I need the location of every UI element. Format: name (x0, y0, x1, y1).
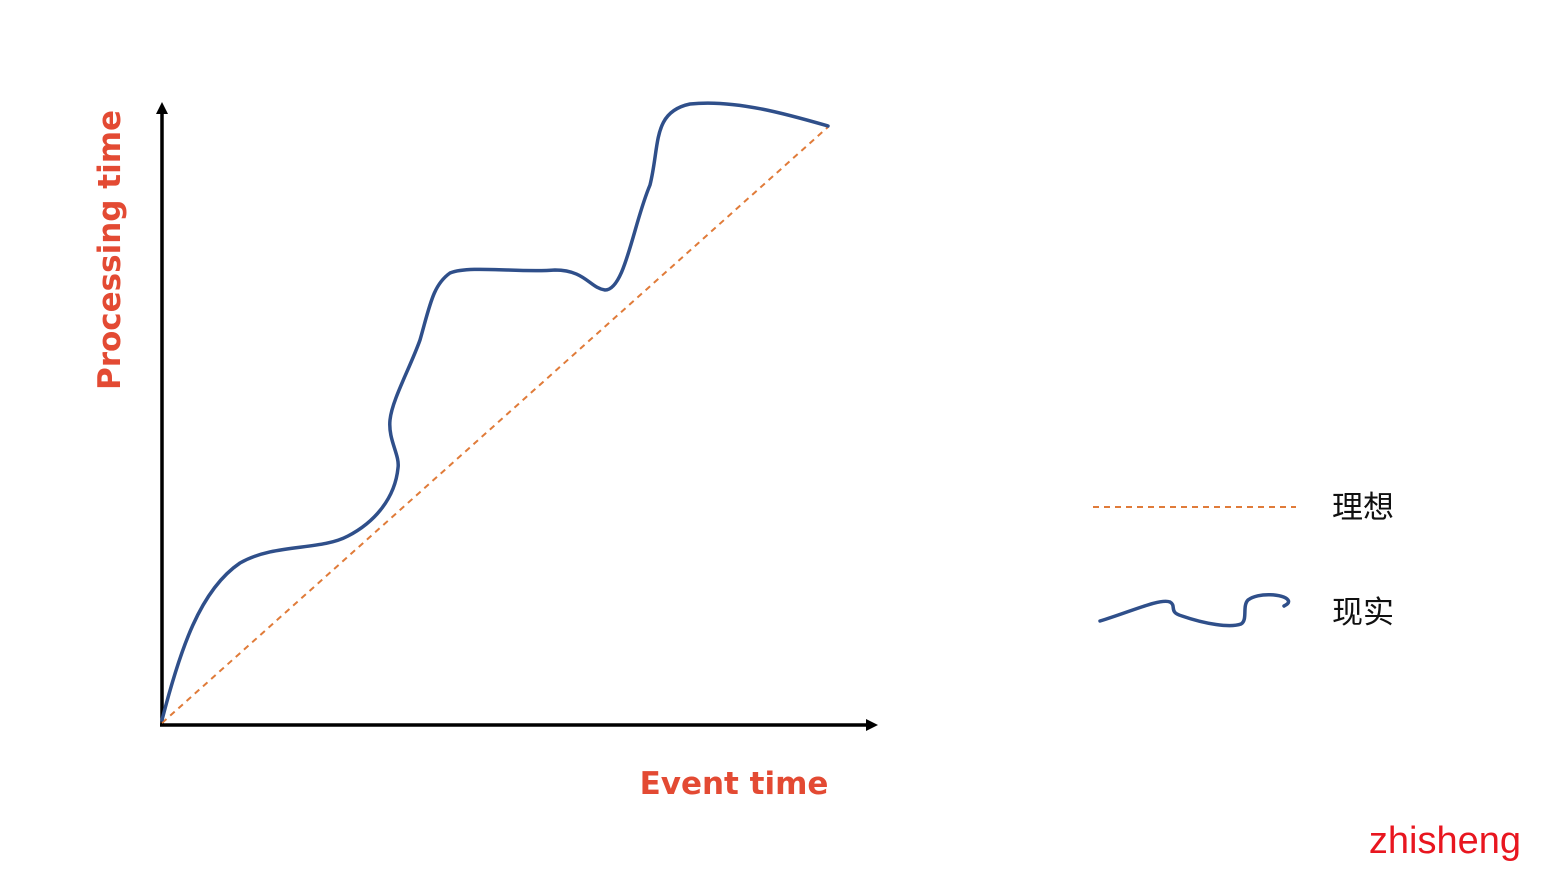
legend: 理想 现实 (1093, 490, 1394, 631)
x-axis-label: Event time (640, 766, 829, 802)
ideal-line (161, 126, 829, 724)
watermark-text: zhisheng (1369, 820, 1521, 862)
y-axis-label: Processing time (92, 110, 128, 390)
legend-ideal-label: 理想 (1332, 490, 1394, 526)
legend-actual-swatch (1098, 593, 1291, 628)
legend-actual-label: 现实 (1332, 595, 1394, 631)
actual-line (160, 101, 830, 722)
